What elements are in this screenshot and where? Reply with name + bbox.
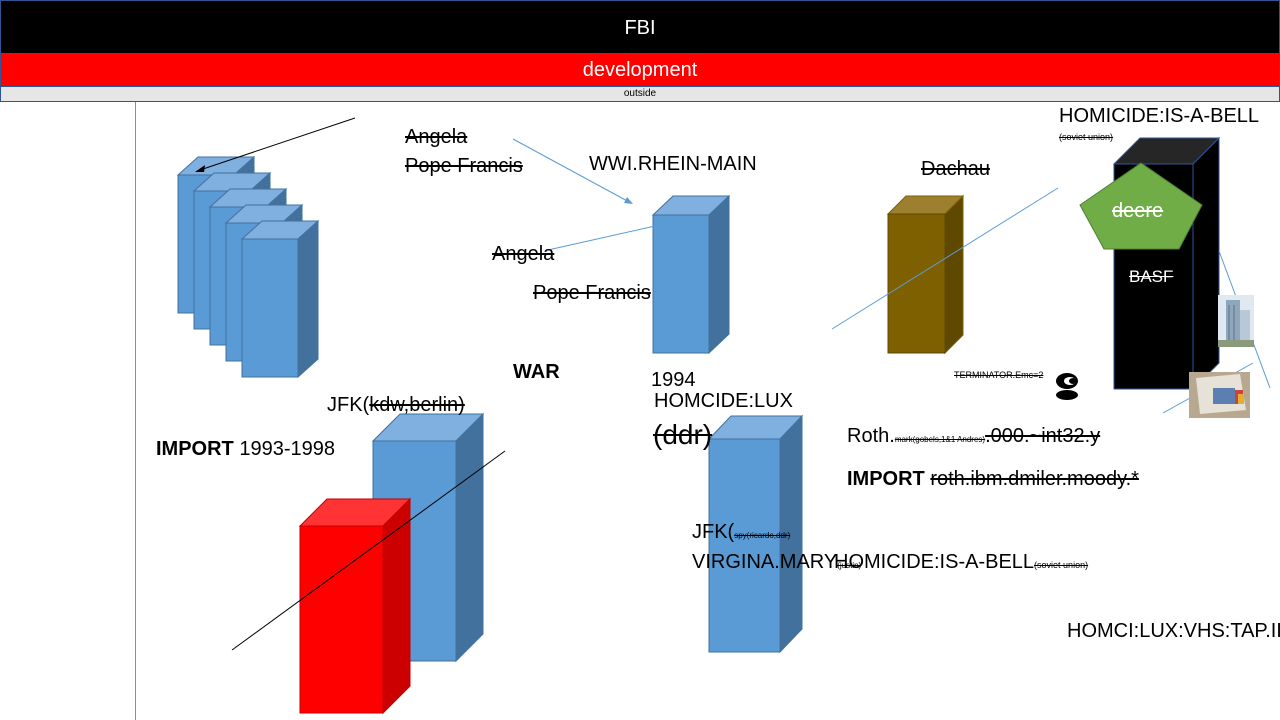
copyright-icon (1056, 373, 1078, 400)
terminator-label: TERMINATOR.Emc=2 (954, 370, 1044, 380)
center-box (651, 194, 731, 355)
left-divider (135, 102, 136, 720)
stacked-boxes (176, 155, 320, 379)
book-photo (1189, 372, 1250, 418)
angela-label-mid: Angela (492, 243, 555, 265)
wwi-rhein-main-label: WWI.RHEIN-MAIN (589, 153, 757, 175)
roth-struck: .000.~int32.y (985, 425, 1101, 447)
homcide-box (707, 414, 804, 654)
import2-struck: roth.ibm.dmiler.moody.* (930, 468, 1139, 490)
jfk2-prefix: JFK( (692, 521, 735, 543)
virgina-text: VIRGINA.MARY (692, 551, 838, 573)
angela-label-top: Angela (405, 126, 468, 148)
soviet-union-label-2: (soviet union) (1034, 560, 1089, 570)
jfk2-small: spy(ricardo,ddr) (734, 531, 791, 540)
jfk-struck: kdw,berlin) (369, 394, 465, 416)
homci-vhs-label: HOMCI:LUX:VHS:TAP.II (1067, 620, 1280, 642)
dachau-label: Dachau (921, 158, 990, 180)
dachau-box (886, 194, 965, 355)
homicide-bell-label: HOMICIDE:IS-A-BELL (1059, 105, 1260, 127)
import-years: 1993-1998 (239, 438, 335, 460)
pope-francis-label-mid: Pope Francis (533, 282, 651, 304)
basf-label: BASF (1129, 267, 1174, 286)
banner-title: FBI (624, 17, 656, 39)
red-box (298, 497, 412, 715)
development-banner: development (0, 54, 1280, 87)
virgina-small: (justin) (837, 561, 862, 570)
ddr-label: (ddr) (653, 419, 713, 450)
pope-francis-label-top: Pope Francis (405, 155, 523, 177)
roth-label: Roth.mark(gobels,1&1 Andres).000.~int32.… (847, 425, 1100, 448)
connector-lines (195, 117, 1271, 651)
jfk-kdw-label: JFK(kdw,berlin) (327, 394, 465, 417)
roth-small: mark(gobels,1&1 Andres) (894, 435, 986, 444)
homicide-bell-label-2: HOMICIDE:IS-A-BELL(soviet union) (834, 551, 1088, 574)
import-box (371, 412, 485, 663)
import-years-label: IMPORT 1993-1998 (156, 438, 335, 461)
deere-label: deere (1112, 200, 1164, 222)
banner-note: outside (623, 88, 657, 99)
jfk-prefix: JFK( (327, 394, 370, 416)
jfk-spy-label: JFK(spy(ricardo,ddr) (692, 521, 790, 544)
box-stack-5 (240, 219, 320, 379)
deere-pentagon (1079, 162, 1203, 250)
import2-keyword: IMPORT (847, 468, 925, 490)
war-label: WAR (513, 361, 560, 383)
import-roth-label: IMPORT roth.ibm.dmiler.moody.* (847, 468, 1139, 491)
year-1994-label: 1994 (651, 369, 696, 391)
homicide-bell2-text: HOMICIDE:IS-A-BELL (834, 551, 1035, 573)
building-photo (1218, 295, 1254, 347)
banner-subtitle: development (582, 59, 698, 81)
top-banner: FBI (0, 0, 1280, 54)
virgina-mary-label: VIRGINA.MARY(justin) (692, 551, 861, 574)
homcide-lux-label: HOMCIDE:LUX (654, 390, 793, 412)
import-keyword: IMPORT (156, 438, 234, 460)
roth-prefix: Roth. (847, 425, 895, 447)
soviet-union-label-1: (soviet union) (1059, 132, 1114, 142)
